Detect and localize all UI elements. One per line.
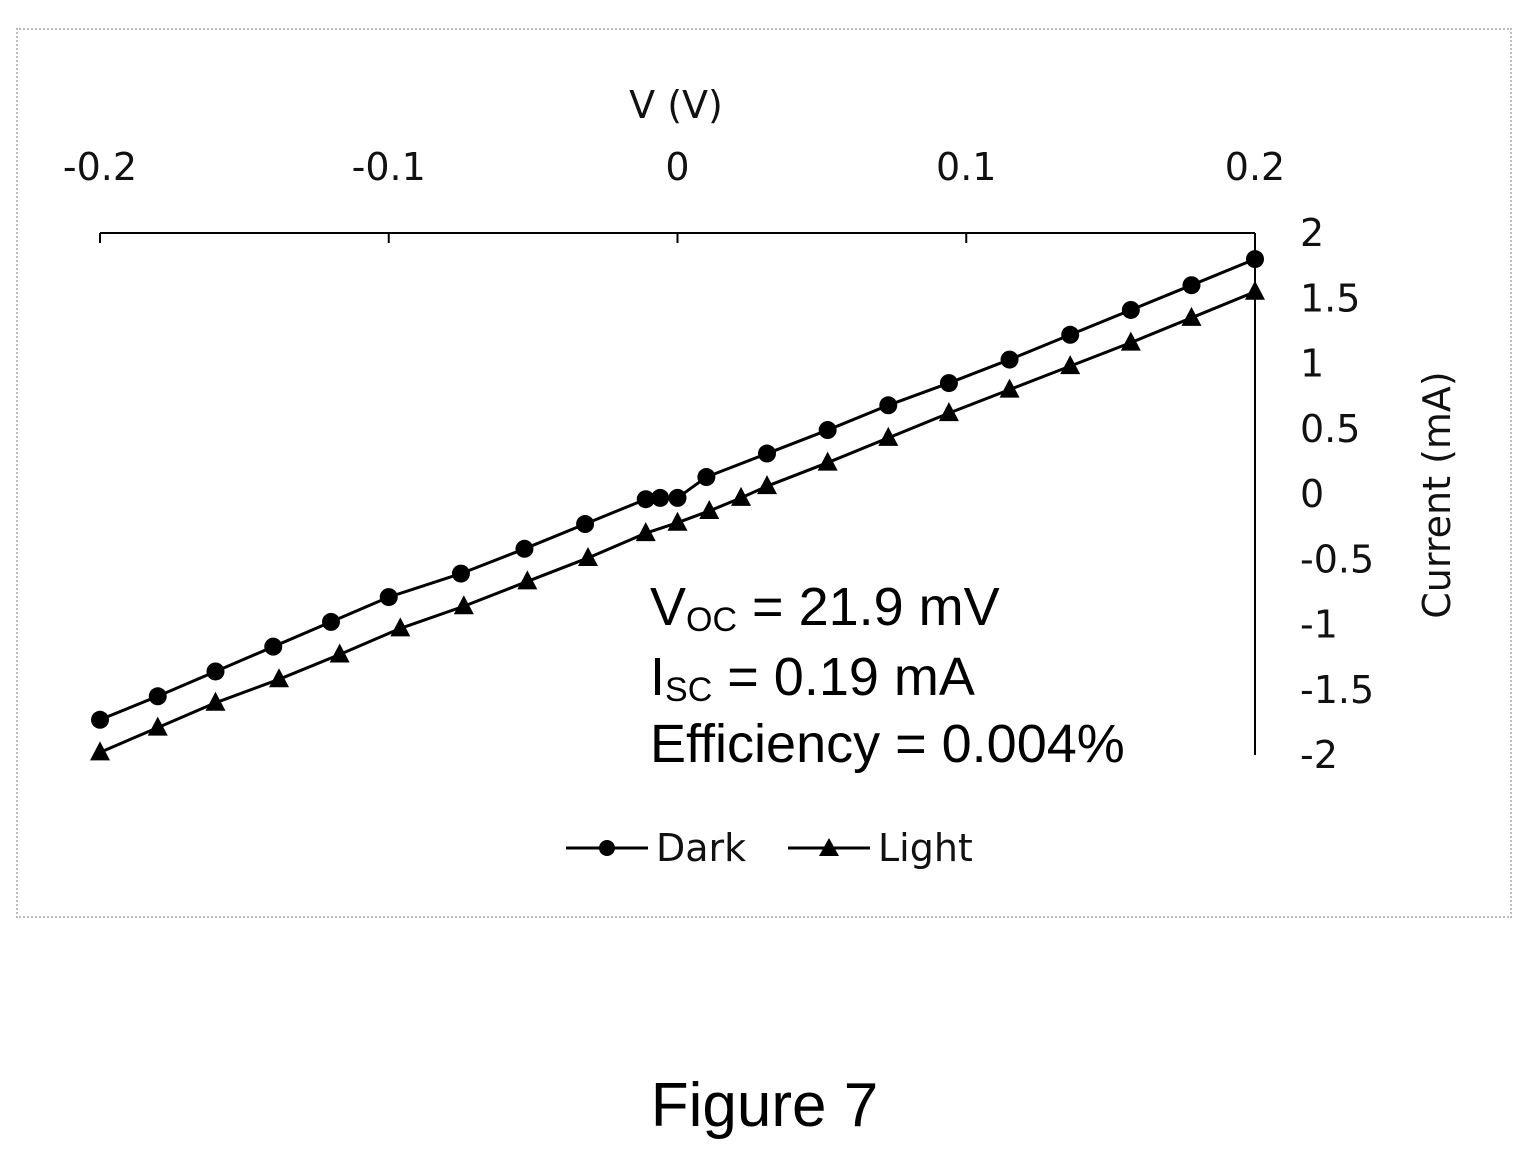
voc-annotation: VOC = 21.9 mV	[650, 577, 1000, 639]
y-tick-label: 0.5	[1300, 407, 1360, 451]
data-point-dark	[1121, 300, 1140, 319]
data-point-light	[1245, 280, 1265, 300]
y-tick-label: -1	[1300, 603, 1338, 647]
data-point-dark	[697, 468, 716, 487]
y-tick-label: 0	[1300, 472, 1324, 516]
data-point-light	[147, 716, 168, 736]
data-point-dark	[1182, 276, 1201, 295]
isc-annotation: ISC = 0.19 mA	[650, 647, 975, 709]
x-tick-label: 0	[665, 145, 689, 189]
y-tick-labels: 2 1.5 1 0.5 0 -0.5 -1 -1.5 -2	[1300, 211, 1374, 777]
data-point-light	[817, 451, 838, 471]
data-point-dark	[1000, 350, 1019, 369]
annotation-block: VOC = 21.9 mV ISC = 0.19 mA Efficiency =…	[650, 577, 1125, 774]
isc-sub: SC	[665, 671, 712, 709]
isc-rest: = 0.19 mA	[712, 647, 975, 707]
legend-label-dark: Dark	[656, 826, 746, 870]
data-point-light	[1060, 355, 1081, 375]
data-point-light	[699, 499, 720, 519]
legend: Dark Light	[566, 826, 973, 870]
legend-marker-light	[819, 838, 839, 856]
y-axis-title: Current (mA)	[1415, 371, 1459, 618]
data-point-dark	[148, 687, 167, 706]
data-point-light	[938, 402, 959, 422]
x-tick-label: 0.2	[1225, 145, 1285, 189]
voc-sub: OC	[686, 601, 737, 639]
axes	[99, 232, 1256, 755]
x-axis-title: V (V)	[629, 83, 723, 127]
isc-main: I	[650, 647, 665, 707]
data-point-light	[1120, 331, 1141, 351]
x-tick-label: 0.1	[936, 145, 996, 189]
efficiency-annotation: Efficiency = 0.004%	[650, 714, 1125, 774]
data-point-dark	[206, 662, 225, 681]
data-point-light	[1181, 306, 1202, 326]
y-tick-label: 2	[1300, 211, 1324, 255]
series-light	[90, 280, 1265, 761]
y-tick-label: -0.5	[1300, 537, 1374, 581]
y-tick-label: -1.5	[1300, 668, 1374, 712]
data-point-dark	[515, 539, 534, 558]
data-point-light	[517, 570, 538, 590]
data-point-dark	[1246, 250, 1264, 269]
series-layer	[90, 250, 1265, 761]
data-point-dark	[379, 588, 398, 607]
data-point-dark	[576, 515, 595, 534]
x-tick-labels: -0.2 -0.1 0 0.1 0.2	[63, 145, 1285, 189]
data-point-light	[390, 617, 411, 637]
data-point-light	[878, 426, 899, 446]
y-tick-label: 1	[1300, 342, 1324, 386]
data-point-dark	[451, 564, 470, 583]
data-point-dark	[939, 374, 958, 393]
legend-marker-dark	[599, 840, 615, 856]
data-point-dark	[651, 488, 670, 507]
data-point-dark	[879, 396, 898, 415]
data-point-dark	[758, 444, 777, 463]
data-point-light	[635, 522, 656, 542]
data-point-light	[269, 668, 290, 688]
data-point-dark	[264, 637, 283, 656]
series-line-light	[99, 290, 1256, 754]
series-dark	[91, 250, 1264, 729]
data-point-light	[731, 486, 752, 506]
x-tick-label: -0.2	[63, 145, 137, 189]
chart-frame	[16, 28, 1512, 918]
figure-caption: Figure 7	[650, 1071, 879, 1140]
x-tick-label: -0.1	[352, 145, 426, 189]
data-point-light	[757, 475, 778, 495]
data-point-dark	[1061, 325, 1080, 344]
data-point-light	[667, 511, 688, 531]
data-point-light	[577, 546, 598, 566]
voc-main: V	[650, 577, 686, 637]
data-point-light	[999, 378, 1020, 398]
data-point-dark	[636, 490, 655, 509]
data-point-dark	[322, 612, 340, 631]
data-point-dark	[91, 710, 109, 729]
voc-rest: = 21.9 mV	[737, 577, 1000, 637]
legend-label-light: Light	[878, 826, 973, 870]
data-point-dark	[818, 421, 837, 440]
y-tick-label: 1.5	[1300, 276, 1360, 320]
data-point-light	[329, 643, 350, 663]
data-point-dark	[668, 488, 687, 507]
data-point-light	[205, 691, 226, 711]
y-tick-label: -2	[1300, 733, 1338, 777]
data-point-light	[90, 741, 110, 761]
data-point-light	[453, 595, 474, 615]
